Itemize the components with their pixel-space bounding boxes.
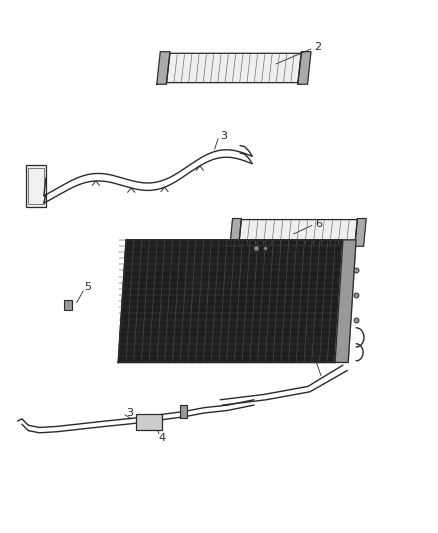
Polygon shape	[157, 52, 170, 84]
Bar	[28, 168, 44, 204]
Polygon shape	[230, 219, 241, 246]
Text: 3: 3	[307, 320, 314, 330]
Polygon shape	[239, 220, 357, 245]
Text: 8: 8	[196, 279, 203, 288]
Polygon shape	[166, 53, 301, 83]
Text: 3: 3	[126, 408, 133, 418]
Text: 5: 5	[84, 282, 91, 292]
Bar	[180, 405, 187, 418]
Text: 7: 7	[288, 251, 295, 261]
Text: 2: 2	[314, 42, 321, 52]
Bar	[64, 300, 72, 310]
Polygon shape	[298, 52, 311, 84]
Text: 6: 6	[315, 219, 322, 229]
Polygon shape	[355, 219, 366, 246]
Bar	[26, 165, 46, 207]
Polygon shape	[118, 240, 343, 362]
Text: 4: 4	[159, 433, 166, 443]
Polygon shape	[335, 240, 356, 362]
Bar	[136, 414, 162, 430]
Text: 3: 3	[220, 131, 227, 141]
Text: 1: 1	[167, 267, 174, 277]
